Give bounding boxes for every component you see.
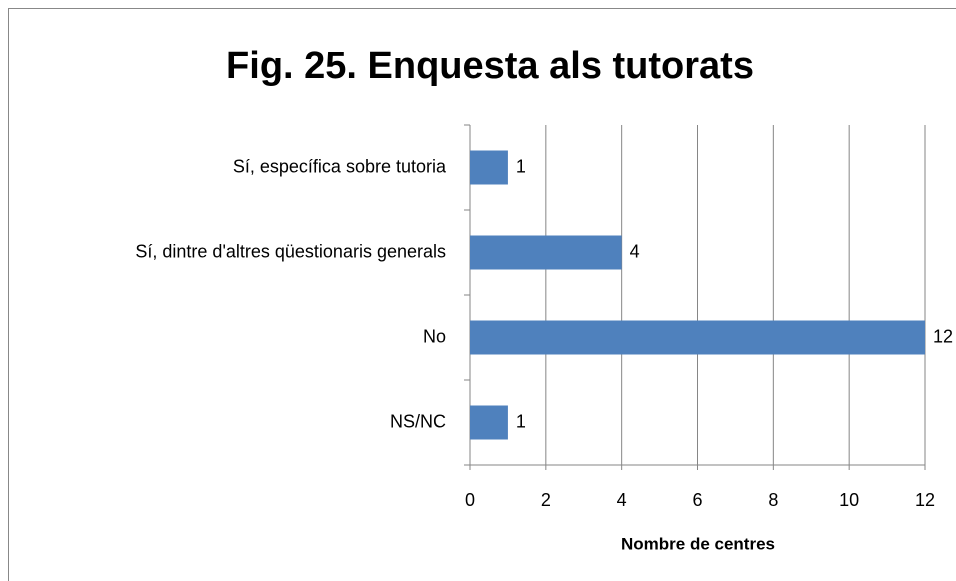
bar [470, 235, 622, 270]
data-label: 4 [630, 241, 640, 261]
chart-title: Fig. 25. Enquesta als tutorats [226, 45, 754, 87]
x-tick-label: 8 [768, 490, 778, 510]
data-label: 1 [516, 411, 526, 431]
data-label: 1 [516, 156, 526, 176]
y-tick-label: NS/NC [390, 411, 446, 431]
bar [470, 405, 508, 440]
chart-frame [8, 8, 956, 581]
x-tick-label: 12 [915, 490, 935, 510]
x-tick-label: 2 [541, 490, 551, 510]
x-axis-title: Nombre de centres [621, 534, 775, 553]
y-tick-label: Sí, específica sobre tutoria [233, 156, 447, 176]
x-tick-label: 10 [839, 490, 859, 510]
data-label: 12 [933, 326, 953, 346]
x-tick-label: 0 [465, 490, 475, 510]
x-tick-label: 4 [617, 490, 627, 510]
y-tick-label: Sí, dintre d'altres qüestionaris general… [135, 241, 446, 261]
bar [470, 150, 508, 185]
y-tick-label: No [423, 326, 446, 346]
x-tick-label: 6 [692, 490, 702, 510]
bar [470, 320, 925, 355]
